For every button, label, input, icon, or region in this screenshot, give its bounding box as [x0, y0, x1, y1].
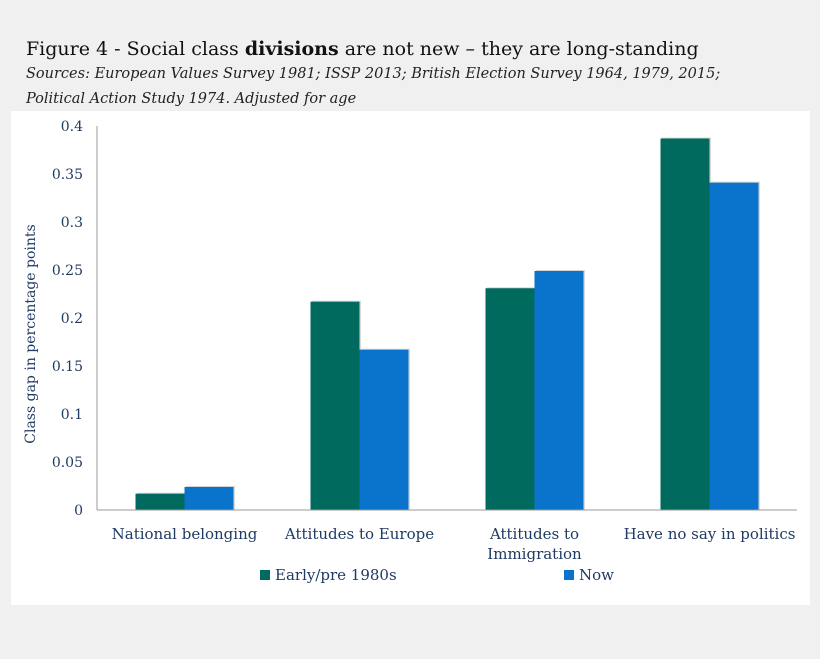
y-tick-label: 0 [74, 503, 83, 519]
bar-early [135, 493, 185, 510]
x-category-label: National belonging [112, 525, 258, 543]
bar-chart: 0 0.05 0.1 0.15 0.2 0.25 0.3 0.35 0.4 Class gap i… [23, 119, 797, 584]
y-tick-label: 0.4 [61, 119, 83, 135]
legend-label-now: Now [579, 566, 614, 584]
subtitle-sources: Sources: European Values Survey 1981; IS… [26, 66, 721, 82]
bar-early [310, 301, 360, 510]
figure-title: Figure 4 - Social class divisions are no… [26, 38, 699, 60]
bar-now [359, 349, 409, 510]
subtitle-adjustment: Political Action Study 1974. Adjusted fo… [26, 91, 357, 107]
y-tick-label: 0.1 [61, 407, 83, 423]
title-bold: divisions [244, 38, 339, 60]
x-category-label: Attitudes to Europe [284, 525, 434, 543]
x-category-label: Immigration [487, 545, 582, 563]
legend-swatch-early [260, 570, 270, 580]
bar-early [660, 138, 710, 511]
x-category-label: Attitudes to [489, 525, 579, 543]
y-axis-title: Class gap in percentage points [23, 224, 39, 443]
title-suffix: are not new – they are long-standing [338, 38, 699, 60]
y-tick-label: 0.2 [61, 311, 83, 327]
y-tick-label: 0.3 [61, 215, 83, 231]
y-tick-label: 0.25 [52, 263, 83, 279]
chart-panel: 0 0.05 0.1 0.15 0.2 0.25 0.3 0.35 0.4 Class gap i… [11, 111, 810, 605]
y-tick-label: 0.35 [52, 167, 83, 183]
bar-now [709, 182, 759, 510]
x-category-label: Have no say in politics [624, 525, 796, 543]
y-tick-label: 0.15 [52, 359, 83, 375]
legend-swatch-now [564, 570, 574, 580]
title-prefix: Figure 4 - Social class [26, 38, 245, 60]
y-tick-label: 0.05 [52, 455, 83, 471]
bar-now [534, 270, 584, 510]
bar-now [184, 486, 234, 510]
bar-early [485, 288, 535, 510]
legend-label-early: Early/pre 1980s [275, 566, 397, 584]
